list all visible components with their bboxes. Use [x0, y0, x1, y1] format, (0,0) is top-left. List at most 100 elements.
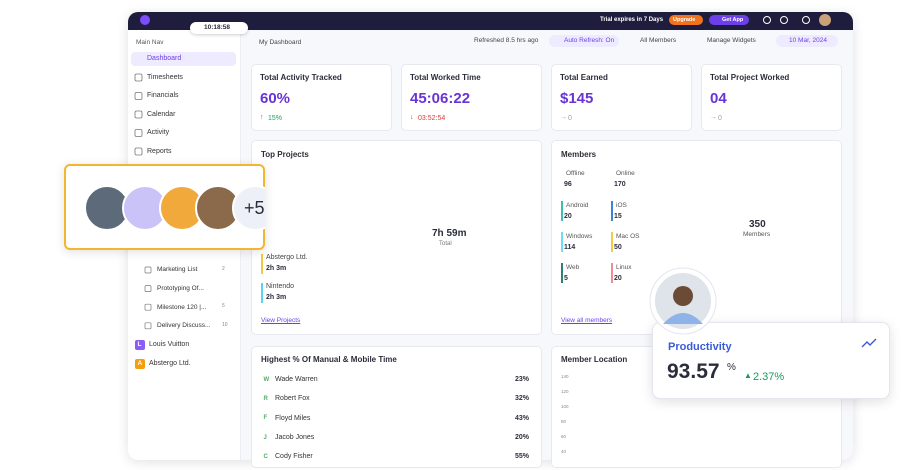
legend-bar [611, 232, 613, 252]
user-initial: J [263, 434, 267, 441]
user-name: Wade Warren [275, 376, 318, 384]
stat-value: 45:06:22 [410, 89, 471, 107]
nav-heading: Main Nav [136, 39, 164, 47]
stat-card [251, 64, 392, 131]
stat-title: Total Activity Tracked [260, 72, 342, 82]
logo [140, 15, 150, 25]
card-title: Highest % Of Manual & Mobile Time [261, 354, 397, 364]
y-tick-label: 60 [561, 433, 567, 439]
stat-value: 60% [260, 89, 291, 107]
profile-avatar [649, 267, 717, 335]
view-projects-link[interactable]: View Projects [261, 317, 301, 325]
user-name: Jacob Jones [275, 434, 315, 442]
y-tick-label: 100 [561, 403, 569, 409]
nav-item[interactable]: Activity [147, 129, 170, 137]
trend-arrow: ↓ [410, 114, 414, 121]
legend-value: 5 [564, 275, 568, 283]
user-name: Floyd Miles [275, 414, 311, 422]
task-item[interactable]: Delivery Discuss... [157, 322, 211, 330]
more-count: +5 [244, 198, 265, 219]
avatar-head [673, 286, 693, 306]
nav-icon [134, 73, 143, 82]
auto-refresh-pill [549, 35, 619, 47]
legend-value: 50 [614, 244, 622, 252]
get-app-pill [709, 15, 749, 25]
y-tick-label: 40 [561, 448, 567, 454]
task-item[interactable]: Prototyping Of... [157, 285, 204, 293]
members-total-label: Members [743, 231, 771, 239]
productivity-change: 2.37% [753, 370, 785, 383]
user-initial: F [263, 415, 268, 422]
task-item[interactable]: Marketing List [157, 266, 198, 274]
percent-label: 23% [515, 376, 530, 384]
percent-label: 20% [515, 434, 530, 442]
project-item[interactable]: Louis Vuitton [149, 341, 190, 349]
upgrade-pill [669, 15, 703, 25]
stat-card [701, 64, 842, 131]
stat-delta: 0 [568, 114, 572, 122]
trend-up: ▲ [744, 371, 752, 380]
get-app-button[interactable]: Get App [722, 16, 744, 23]
legend-label: iOS [616, 202, 627, 210]
dashboard-select[interactable]: My Dashboard [259, 39, 302, 47]
date-pill [776, 35, 838, 47]
legend-label: Windows [566, 233, 593, 241]
stat-delta: 03:52:54 [418, 114, 446, 122]
members-filter[interactable]: All Members [640, 37, 677, 45]
legend-label: Web [566, 264, 580, 272]
project-time: 2h 3m [266, 294, 287, 302]
legend-label: Offline [566, 170, 585, 178]
nav-item[interactable]: Reports [147, 147, 172, 155]
manage-widgets[interactable]: Manage Widgets [707, 37, 756, 45]
stat-title: Total Worked Time [410, 72, 481, 82]
team-avatars [84, 185, 265, 231]
productivity-card [652, 322, 890, 399]
date-picker[interactable]: 10 Mar, 2024 [789, 37, 827, 45]
stat-title: Total Project Worked [710, 72, 790, 82]
project-initial: L [137, 341, 142, 349]
total-time: 7h 59m [432, 227, 467, 239]
view-members-link[interactable]: View all members [561, 317, 613, 325]
card-title: Members [561, 149, 597, 159]
legend-bar [611, 201, 613, 221]
nav-item[interactable]: Timesheets [147, 73, 183, 81]
y-tick-label: 120 [561, 388, 569, 394]
total-label: Total [439, 240, 452, 247]
topbar-icon [802, 16, 810, 24]
stat-card [401, 64, 542, 131]
legend-value: 20 [614, 275, 622, 283]
stat-delta: 0 [718, 114, 722, 122]
project-color [261, 283, 263, 303]
nav-item[interactable]: Calendar [147, 110, 176, 118]
highest-card [251, 346, 542, 468]
user-initial: C [263, 453, 268, 460]
productivity-unit: % [727, 361, 736, 373]
task-icon [144, 322, 152, 330]
stat-card [551, 64, 692, 131]
task-icon [144, 285, 152, 292]
legend-label: Linux [616, 264, 632, 272]
project-item[interactable]: Abstergo Ltd. [149, 360, 191, 368]
legend-label: Android [566, 202, 589, 210]
task-item[interactable]: Milestone 120 |... [157, 303, 207, 311]
legend-value: 114 [564, 244, 576, 252]
stat-value: 04 [710, 89, 727, 107]
legend-value: 96 [564, 181, 572, 189]
productivity-title: Productivity [668, 340, 732, 353]
nav-icon [134, 129, 143, 137]
avatar-body [663, 313, 703, 324]
productivity-value: 93.57 [667, 360, 720, 384]
nav-item[interactable]: Financials [147, 92, 179, 100]
y-tick-label: 80 [561, 418, 567, 424]
nav-icon [134, 110, 143, 119]
stat-value: $145 [560, 89, 594, 107]
legend-value: 170 [614, 181, 626, 189]
members-card [551, 140, 842, 335]
nav-item[interactable]: Dashboard [147, 55, 182, 63]
user-name: Cody Fisher [275, 453, 313, 461]
upgrade-button[interactable]: Upgrade [673, 16, 696, 23]
auto-refresh[interactable]: Auto Refresh: On [564, 37, 615, 45]
legend-bar [611, 263, 613, 283]
task-icon [144, 303, 152, 311]
